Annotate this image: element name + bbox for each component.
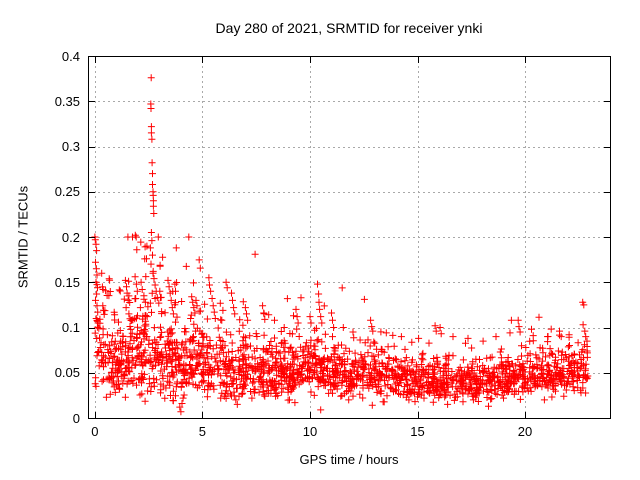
chart-title: Day 280 of 2021, SRMTID for receiver ynk… bbox=[215, 20, 483, 36]
x-tick-label: 0 bbox=[91, 424, 99, 439]
x-tick-label: 5 bbox=[198, 424, 207, 439]
y-tick-label: 0.15 bbox=[54, 274, 80, 290]
data-points bbox=[91, 74, 592, 416]
y-tick-label: 0.25 bbox=[54, 184, 80, 200]
y-tick-label: 0.2 bbox=[61, 229, 80, 245]
x-tick-label: 10 bbox=[302, 424, 318, 439]
x-tick-label: 20 bbox=[517, 424, 533, 439]
y-tick-label: 0.4 bbox=[61, 48, 80, 64]
plot-border bbox=[88, 56, 611, 419]
y-tick-label: 0.35 bbox=[54, 93, 80, 109]
y-tick-label: 0.3 bbox=[61, 139, 80, 154]
x-tick-label: 15 bbox=[410, 424, 425, 439]
x-axis-label: GPS time / hours bbox=[299, 452, 399, 467]
y-tick-label: 0.1 bbox=[61, 320, 80, 335]
y-tick-label: 0 bbox=[72, 410, 80, 426]
y-tick-label: 0.05 bbox=[54, 365, 80, 381]
tick-marks bbox=[89, 56, 610, 419]
